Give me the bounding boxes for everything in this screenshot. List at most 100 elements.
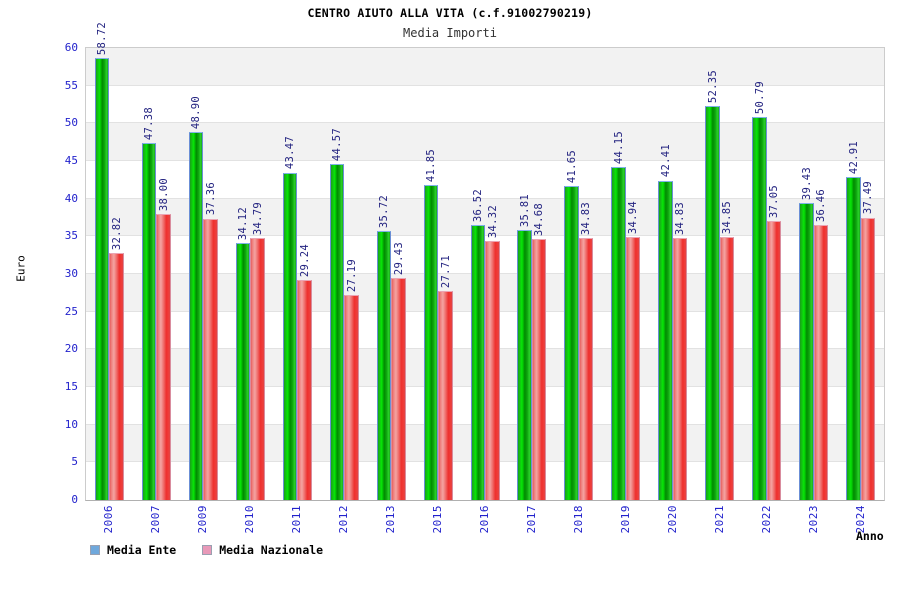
x-axis-tick-label: 2020 [665, 505, 679, 534]
bar-value-label: 37.05 [768, 184, 781, 218]
gridline [86, 160, 884, 161]
y-axis-tick-label: 25 [64, 304, 78, 318]
bar-naz-2020[interactable] [672, 237, 688, 500]
bar-value-label: 32.82 [110, 216, 123, 250]
bar-naz-2011[interactable] [297, 279, 312, 500]
x-axis-tick-label: 2007 [149, 505, 163, 534]
bar-ente-2024[interactable] [846, 176, 861, 500]
bar-ente-2011[interactable] [282, 172, 298, 500]
bar-value-label: 36.46 [815, 189, 828, 223]
bar-value-label: 34.83 [674, 201, 687, 235]
bar-value-label: 34.94 [627, 200, 640, 234]
bar-naz-2018[interactable] [578, 237, 594, 500]
bar-naz-2015[interactable] [438, 291, 453, 500]
bar-value-label: 44.57 [331, 128, 344, 162]
bar-naz-2009[interactable] [203, 218, 218, 500]
y-axis-label: Euro [14, 255, 28, 282]
bar-value-label: 37.36 [204, 182, 217, 216]
y-axis-tick-label: 35 [64, 229, 78, 243]
bar-value-label: 44.15 [612, 131, 625, 165]
bar-value-label: 35.72 [378, 194, 391, 228]
y-axis-tick-label: 10 [64, 417, 78, 431]
x-axis-tick-label: 2023 [806, 505, 820, 534]
bar-ente-2015[interactable] [423, 184, 439, 500]
legend-item-0[interactable]: Media Ente [90, 543, 176, 557]
bar-ente-2019[interactable] [611, 167, 626, 500]
legend-label: Media Ente [107, 543, 177, 557]
bar-value-label: 34.83 [580, 201, 593, 235]
x-axis-tick-label: 2009 [196, 505, 210, 534]
bar-naz-2017[interactable] [531, 238, 547, 500]
bar-naz-2006[interactable] [109, 252, 124, 500]
legend-item-1[interactable]: Media Nazionale [202, 543, 323, 557]
x-axis-tick-label: 2021 [712, 505, 726, 534]
bar-naz-2012[interactable] [344, 295, 359, 500]
plot-area: 58.72 32.82 47.38 38.00 48.90 37.36 34.12 34.79… [85, 22, 885, 501]
bar-ente-2018[interactable] [564, 186, 579, 500]
y-axis-tick-label: 15 [64, 380, 78, 393]
bar-ente-2023[interactable] [799, 202, 814, 500]
bar-naz-2022[interactable] [766, 220, 782, 500]
bar-naz-2010[interactable] [250, 237, 265, 500]
bar-value-label: 29.24 [298, 243, 311, 277]
bar-value-label: 34.32 [486, 205, 499, 239]
bar-ente-2020[interactable] [658, 180, 673, 500]
bar-ente-2013[interactable] [376, 230, 392, 500]
bar-naz-2023[interactable] [813, 225, 829, 500]
x-axis-tick-label: 2019 [618, 505, 632, 534]
x-axis-label: Anno [856, 529, 884, 543]
bar-ente-2007[interactable] [141, 143, 157, 500]
y-axis-tick-label: 0 [71, 493, 78, 506]
bar-value-label: 34.68 [533, 202, 546, 236]
legend-label: Media Nazionale [219, 543, 324, 557]
bar-ente-2017[interactable] [517, 230, 532, 500]
bar-naz-2021[interactable] [719, 237, 735, 500]
x-axis-tick-label: 2012 [337, 505, 351, 534]
legend-swatch-icon [90, 545, 100, 555]
gridline [86, 235, 884, 237]
chart-title: CENTRO AIUTO ALLA VITA (c.f.91002790219) [307, 6, 593, 20]
bar-ente-2009[interactable] [188, 131, 204, 500]
x-axis-tick-label: 2013 [384, 505, 398, 534]
x-axis-tick-label: 2006 [102, 505, 116, 534]
x-axis-tick-label: 2022 [759, 505, 773, 534]
bar-naz-2013[interactable] [391, 278, 406, 500]
gridline [86, 197, 884, 199]
bar-value-label: 34.12 [237, 206, 250, 240]
bar-naz-2024[interactable] [860, 217, 876, 500]
bar-value-label: 41.65 [565, 150, 578, 184]
bar-value-label: 39.43 [800, 166, 813, 200]
bar-naz-2007[interactable] [156, 213, 171, 500]
y-axis-tick-label: 5 [71, 455, 78, 469]
bar-naz-2016[interactable] [485, 241, 500, 500]
bar-ente-2022[interactable] [752, 117, 767, 500]
chart-subtitle: Media Importi [403, 26, 497, 40]
x-axis-tick-label: 2016 [478, 505, 491, 534]
y-axis-ticks: 0 5 10 15 20 25 30 35 40 45 50 55 60 [0, 42, 78, 507]
bar-value-label: 42.91 [847, 140, 860, 174]
gridline [86, 122, 884, 124]
bar-value-label: 43.47 [284, 136, 297, 170]
bar-value-label: 27.19 [345, 259, 358, 293]
plot-band [86, 48, 884, 86]
bar-ente-2021[interactable] [705, 105, 720, 500]
y-axis-tick-label: 30 [64, 267, 78, 280]
x-axis-tick-label: 2015 [431, 505, 445, 534]
bar-value-label: 41.85 [425, 148, 438, 182]
x-axis-tick-label: 2018 [571, 505, 585, 534]
y-axis-tick-label: 60 [64, 41, 78, 54]
bar-value-label: 48.90 [190, 95, 203, 129]
bar-value-label: 29.43 [392, 242, 405, 276]
bar-ente-2016[interactable] [470, 224, 485, 500]
bar-value-label: 58.72 [96, 21, 109, 55]
bar-value-label: 27.71 [439, 255, 452, 289]
bar-value-label: 38.00 [157, 177, 170, 211]
x-axis-tick-label: 2017 [524, 505, 538, 534]
bar-ente-2012[interactable] [329, 164, 345, 500]
x-axis-tick-label: 2010 [243, 505, 257, 534]
bar-ente-2010[interactable] [235, 242, 251, 500]
bar-ente-2006[interactable] [94, 57, 110, 500]
bar-naz-2019[interactable] [625, 236, 641, 500]
y-axis-tick-label: 40 [64, 191, 78, 205]
